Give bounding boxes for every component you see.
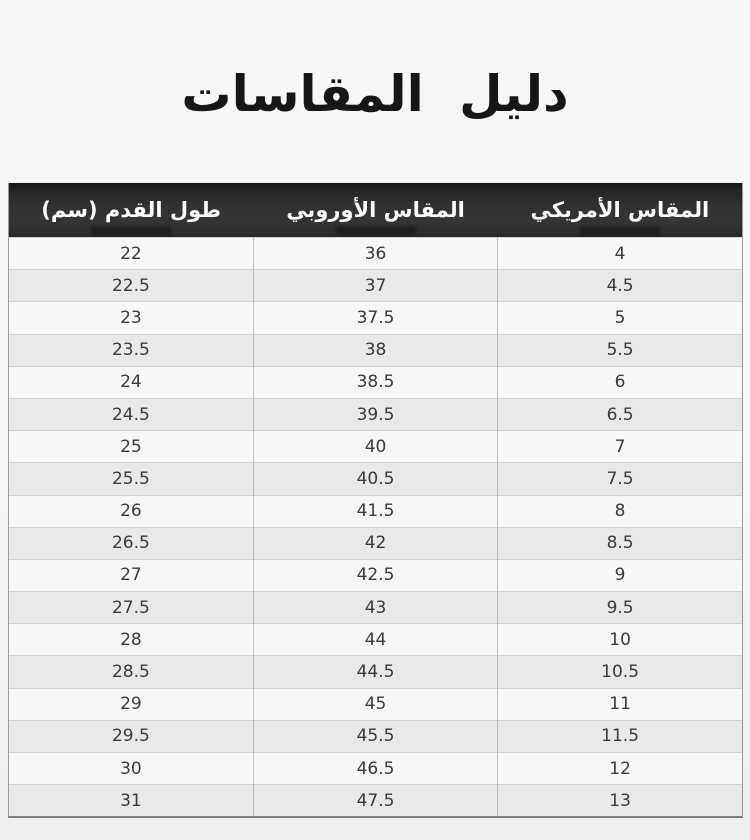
cell-eu: 38 <box>252 333 498 367</box>
cell-foot_cm: 23.5 <box>9 333 254 367</box>
cell-us: 8.5 <box>497 526 742 560</box>
cell-eu: 36 <box>252 236 498 270</box>
cell-foot_cm: 22 <box>9 236 254 270</box>
cell-foot_cm: 23 <box>9 301 254 335</box>
cell-foot_cm: 27 <box>9 558 254 592</box>
cell-eu: 43 <box>252 591 498 624</box>
table-row: 12 46.5 30 <box>9 751 742 785</box>
page-title: دليل المقاسات <box>181 65 569 123</box>
cell-foot_cm: 25 <box>9 430 254 463</box>
cell-us: 13 <box>497 784 742 817</box>
cell-eu: 42.5 <box>252 558 498 592</box>
table-row: 10 44 28 <box>9 623 742 656</box>
table-body: 4 36 22 4.5 37 22.5 5 37.5 23 5.5 38 23.5 6 38.5 24 6.5… <box>9 236 742 817</box>
cell-foot_cm: 26 <box>9 494 254 528</box>
cell-eu: 41.5 <box>252 494 498 528</box>
table-row: 11.5 45.5 29.5 <box>9 719 742 753</box>
cell-us: 7 <box>497 430 742 463</box>
cell-foot_cm: 28 <box>9 623 254 656</box>
cell-eu: 42 <box>252 526 498 560</box>
cell-foot_cm: 29.5 <box>9 719 254 753</box>
cell-us: 6 <box>497 365 742 399</box>
header-ghost-artifact <box>91 226 172 235</box>
cell-eu: 44.5 <box>252 655 498 689</box>
cell-foot_cm: 25.5 <box>9 462 254 495</box>
cell-us: 12 <box>497 751 742 785</box>
column-header-eu: المقاس الأوروبي <box>253 183 498 238</box>
cell-foot_cm: 30 <box>9 751 254 785</box>
table-row: 5 37.5 23 <box>9 301 742 335</box>
cell-eu: 47.5 <box>252 784 498 817</box>
cell-us: 5.5 <box>497 333 742 367</box>
cell-foot_cm: 27.5 <box>9 591 254 624</box>
table-row: 11 45 29 <box>9 687 742 721</box>
table-row: 10.5 44.5 28.5 <box>9 655 742 689</box>
cell-foot_cm: 24 <box>9 365 254 399</box>
cell-us: 7.5 <box>497 462 742 495</box>
cell-us: 11.5 <box>497 719 742 753</box>
cell-foot_cm: 24.5 <box>9 397 254 431</box>
cell-eu: 39.5 <box>252 397 498 431</box>
header-ghost-artifact <box>335 226 416 235</box>
column-header-label: المقاس الأوروبي <box>286 198 465 222</box>
table-header-row: المقاس الأمريكي المقاس الأوروبي طول القدم … <box>9 183 742 238</box>
table-header: المقاس الأمريكي المقاس الأوروبي طول القدم … <box>9 183 742 238</box>
cell-eu: 44 <box>252 623 498 656</box>
size-guide-table: المقاس الأمريكي المقاس الأوروبي طول القدم … <box>8 183 743 819</box>
table-row: 5.5 38 23.5 <box>9 333 742 367</box>
cell-foot_cm: 31 <box>9 784 254 817</box>
header-ghost-artifact <box>579 226 660 235</box>
cell-us: 4 <box>497 236 742 270</box>
cell-foot_cm: 28.5 <box>9 655 254 689</box>
table-row: 4.5 37 22.5 <box>9 269 742 302</box>
cell-eu: 40 <box>252 430 498 463</box>
cell-us: 9.5 <box>497 591 742 624</box>
table-row: 9.5 43 27.5 <box>9 591 742 624</box>
table-row: 4 36 22 <box>9 236 742 270</box>
cell-us: 8 <box>497 494 742 528</box>
table-row: 6 38.5 24 <box>9 365 742 399</box>
cell-eu: 37.5 <box>252 301 498 335</box>
table-row: 7.5 40.5 25.5 <box>9 462 742 495</box>
cell-us: 4.5 <box>497 269 742 302</box>
cell-foot_cm: 26.5 <box>9 526 254 560</box>
column-header-us: المقاس الأمريكي <box>497 183 742 238</box>
cell-eu: 45 <box>252 687 498 721</box>
cell-eu: 38.5 <box>252 365 498 399</box>
cell-us: 5 <box>497 301 742 335</box>
column-header-label: المقاس الأمريكي <box>530 198 710 222</box>
column-header-label: طول القدم (سم) <box>41 198 222 222</box>
table-row: 9 42.5 27 <box>9 558 742 592</box>
table-row: 13 47.5 31 <box>9 784 742 817</box>
table-row: 8.5 42 26.5 <box>9 526 742 560</box>
table-row: 7 40 25 <box>9 430 742 463</box>
table-row: 6.5 39.5 24.5 <box>9 397 742 431</box>
cell-us: 10.5 <box>497 655 742 689</box>
size-conversion-table: المقاس الأمريكي المقاس الأوروبي طول القدم … <box>9 183 742 817</box>
cell-foot_cm: 29 <box>9 687 254 721</box>
cell-eu: 40.5 <box>252 462 498 495</box>
cell-eu: 45.5 <box>252 719 498 753</box>
cell-us: 9 <box>497 558 742 592</box>
cell-eu: 37 <box>252 269 498 302</box>
cell-us: 11 <box>497 687 742 721</box>
cell-foot_cm: 22.5 <box>9 269 254 302</box>
table-row: 8 41.5 26 <box>9 494 742 528</box>
column-header-foot_cm: طول القدم (سم) <box>9 183 254 238</box>
cell-us: 6.5 <box>497 397 742 431</box>
cell-eu: 46.5 <box>252 751 498 785</box>
cell-us: 10 <box>497 623 742 656</box>
